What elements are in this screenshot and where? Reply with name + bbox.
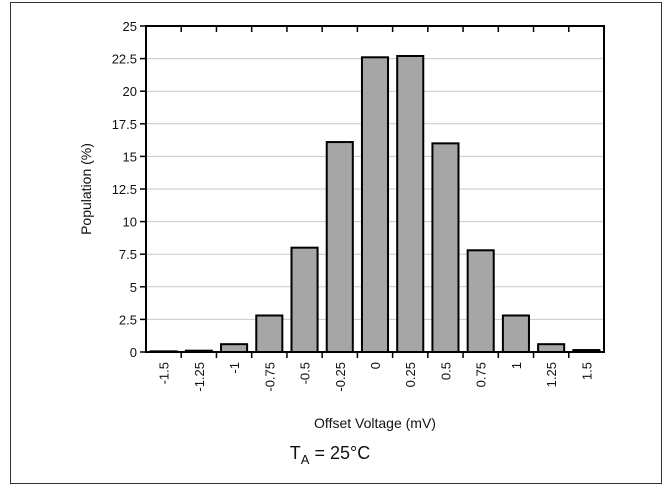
y-tick-label: 7.5 — [119, 247, 137, 262]
x-tick-label: 0 — [368, 362, 383, 369]
condition-value: = 25°C — [309, 443, 370, 463]
bar--0.5 — [290, 246, 319, 353]
x-tick-label: -1 — [227, 362, 242, 374]
condition-symbol: T — [290, 443, 301, 463]
x-axis-title: Offset Voltage (mV) — [314, 415, 436, 431]
y-tick-label: 20 — [123, 84, 137, 99]
bar-0.25 — [396, 54, 425, 353]
y-axis-ticks: 0 2.5 5 7.5 10 12.5 15 17.5 20 22.5 25 — [112, 19, 146, 360]
x-tick-label: -1.5 — [157, 362, 172, 384]
x-tick-label: 0.25 — [403, 362, 418, 387]
x-tick-label: -0.5 — [298, 362, 313, 384]
y-tick-label: 10 — [123, 215, 137, 230]
x-tick-label: -0.75 — [262, 362, 277, 392]
x-tick-label: 0.5 — [438, 362, 453, 380]
bar-1.25 — [537, 343, 566, 353]
x-tick-label: 1 — [509, 362, 524, 369]
temperature-condition: TA = 25°C — [290, 443, 370, 467]
y-tick-label: 25 — [123, 19, 137, 34]
x-tick-label: 1.5 — [579, 362, 594, 380]
y-tick-label: 17.5 — [112, 117, 137, 132]
condition-subscript: A — [301, 452, 310, 467]
bar--0.75 — [255, 314, 284, 354]
y-tick-label: 2.5 — [119, 312, 137, 327]
x-tick-label: 0.75 — [474, 362, 489, 387]
x-tick-label: 1.25 — [544, 362, 559, 387]
x-tick-label: -1.25 — [192, 362, 207, 392]
y-tick-label: 0 — [130, 345, 137, 360]
bar--1 — [220, 343, 249, 353]
bar-0.75 — [466, 249, 495, 353]
y-axis-title: Population (%) — [78, 143, 94, 235]
y-tick-label: 15 — [123, 149, 137, 164]
y-tick-label: 22.5 — [112, 52, 137, 67]
x-tick-label: -0.25 — [333, 362, 348, 392]
y-tick-label: 5 — [130, 280, 137, 295]
bar-1 — [501, 314, 530, 354]
bar-0.5 — [431, 142, 460, 353]
y-tick-label: 12.5 — [112, 182, 137, 197]
x-axis-ticks: -1.5 -1.25 -1 -0.75 -0.5 -0.25 0 0.25 0.5 0.75 1 1.… — [157, 26, 594, 392]
bar--0.25 — [325, 141, 354, 353]
bar-0 — [360, 56, 390, 354]
bars — [149, 54, 601, 354]
